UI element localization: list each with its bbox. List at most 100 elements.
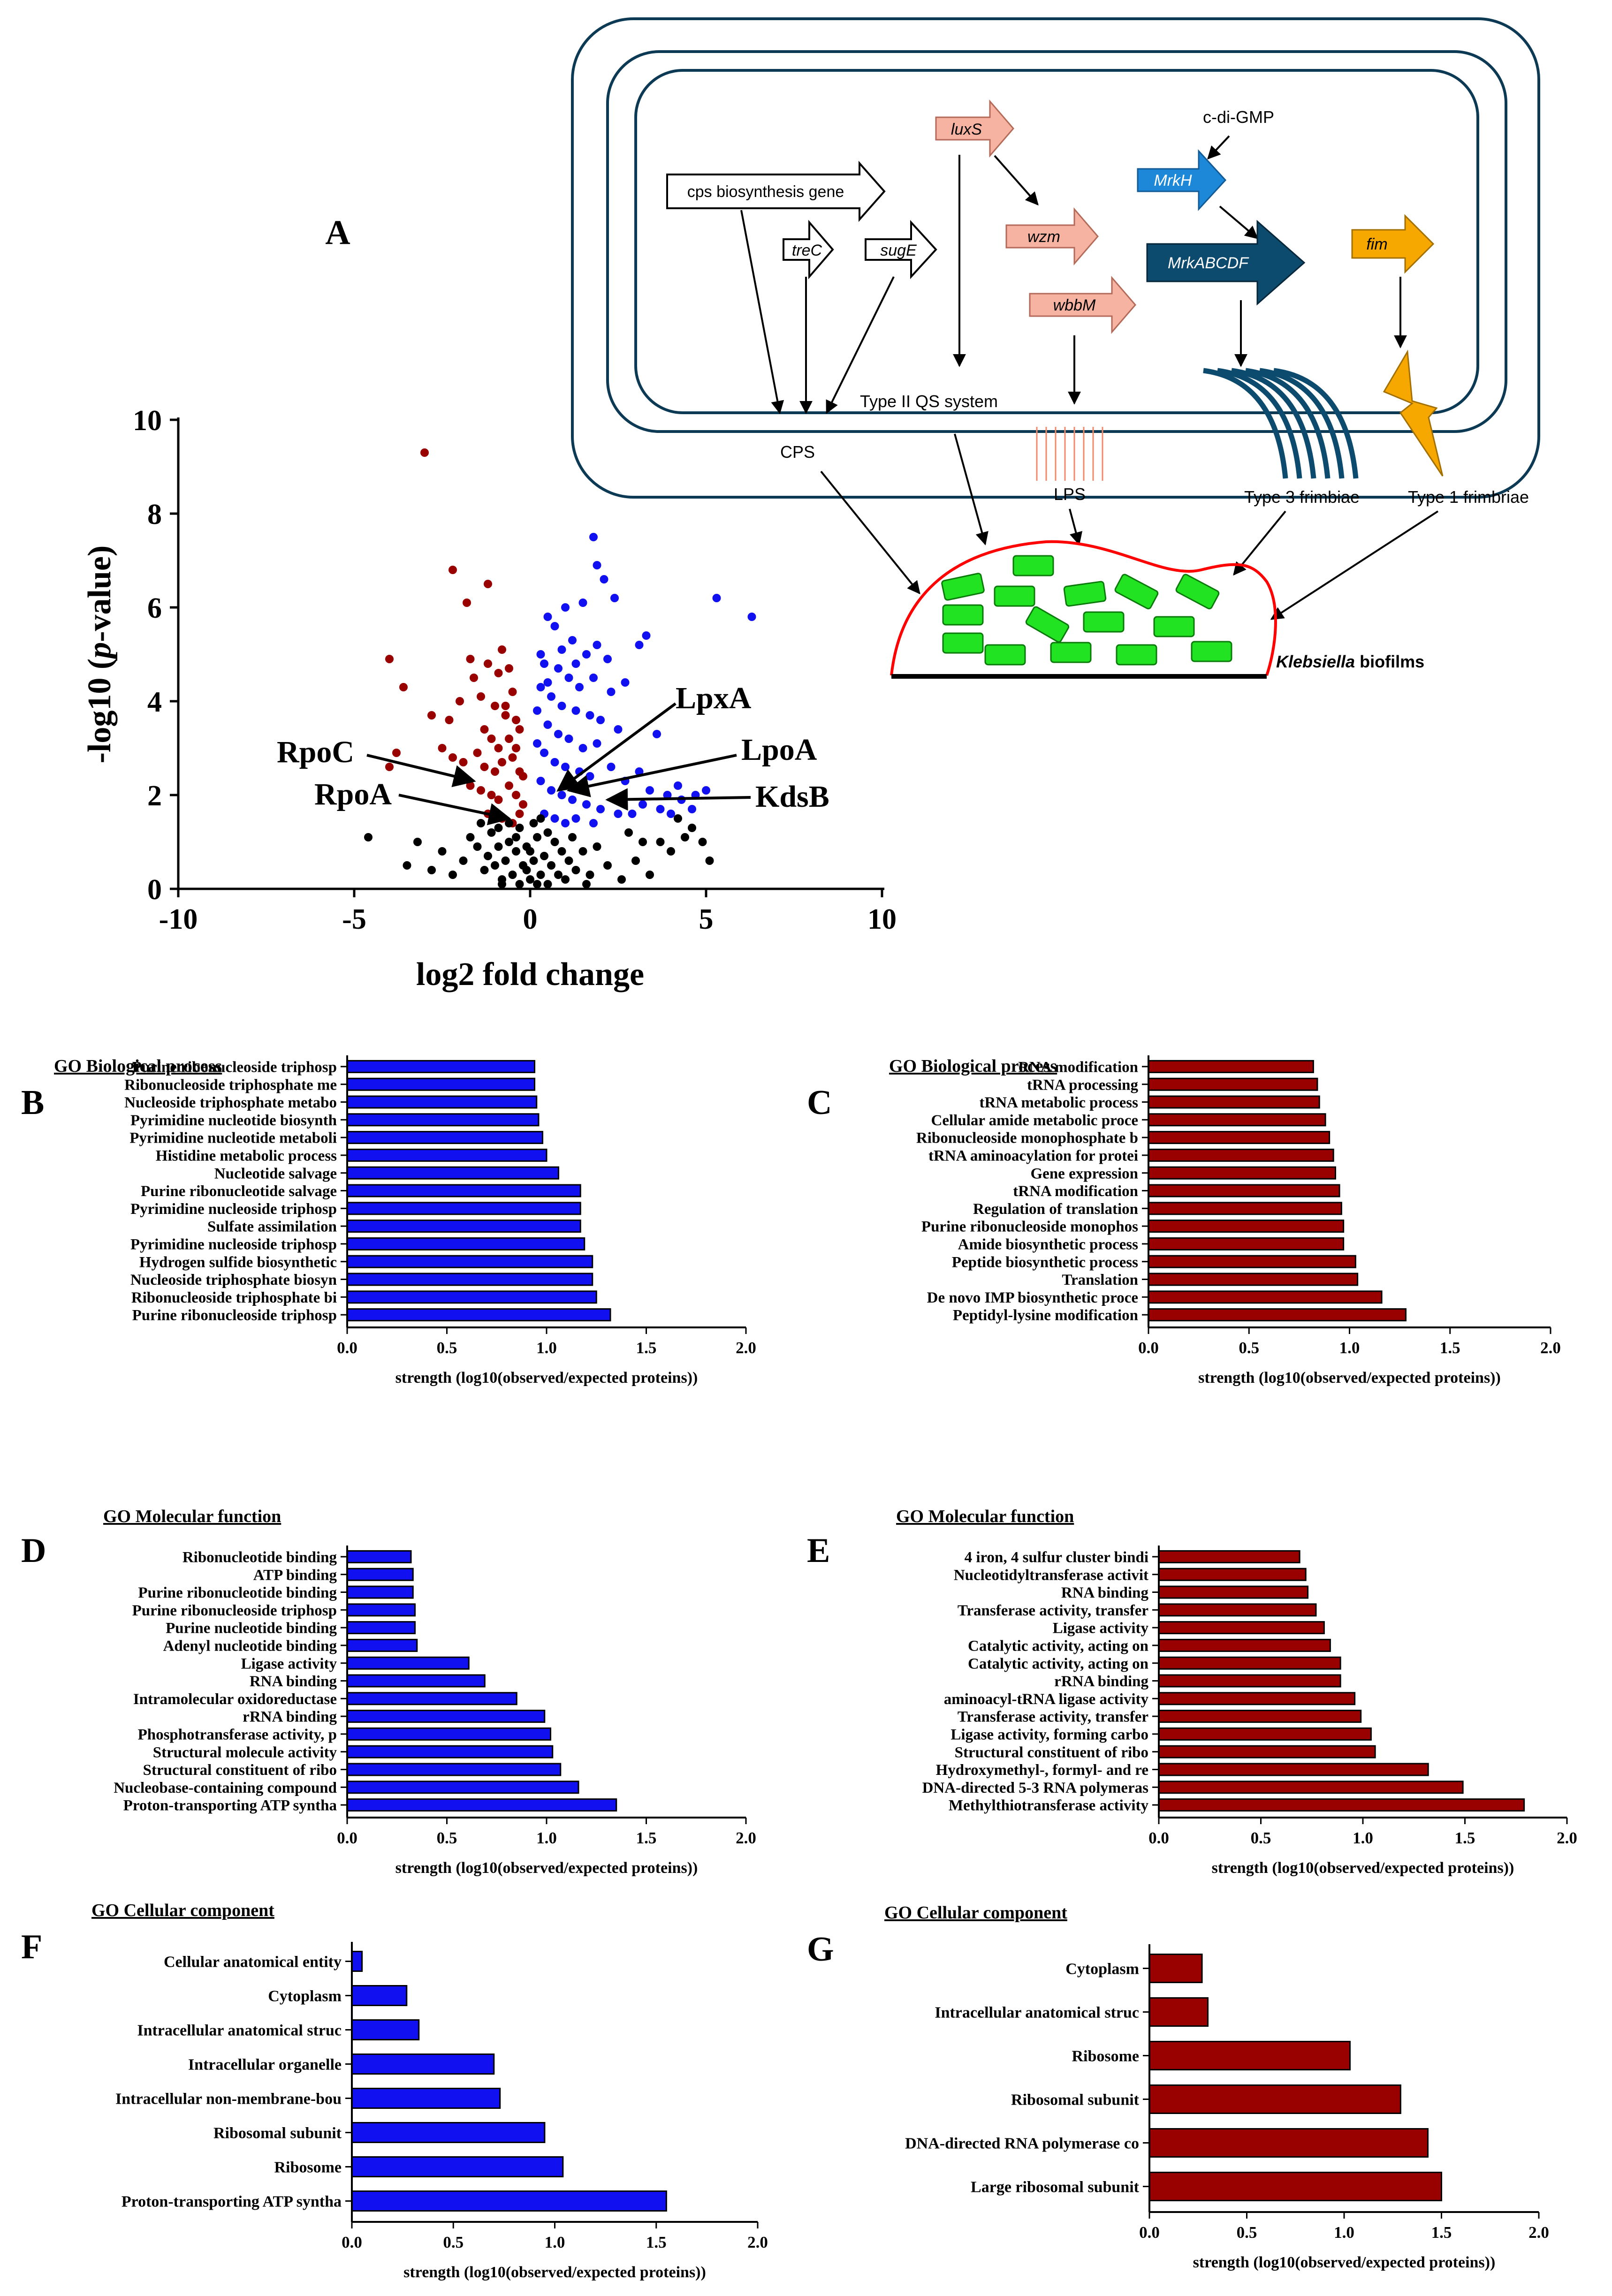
bar-title-f: GO Cellular component [91, 1901, 274, 1920]
bar-b [346, 1255, 593, 1268]
cps-gene-to-cps-arrow [740, 210, 784, 414]
bar-category-label: rRNA binding [243, 1709, 337, 1726]
bar-x-tick-label: 0.5 [437, 1829, 457, 1847]
bar-title-e: GO Molecular function [896, 1507, 1074, 1526]
bar-category-label: Nucleotidyltransferase activit [954, 1567, 1148, 1584]
type3-fimbriae-icon [1203, 368, 1359, 479]
volcano-point-upregulated [557, 645, 566, 654]
bar-x-tick-label: 0.0 [1138, 1339, 1159, 1357]
bar-c [1148, 1273, 1359, 1286]
bar-b [346, 1060, 535, 1073]
bar-c [1148, 1113, 1326, 1127]
volcano-y-tick-label: 0 [147, 874, 162, 906]
volcano-point-upregulated [550, 758, 559, 766]
bar-e [1158, 1621, 1325, 1635]
panel-d: D GO Molecular function Ribonucleotide bin… [21, 1507, 756, 1877]
biofilm-label: Klebsiella biofilms [1276, 652, 1424, 671]
volcano-point-not-significant [494, 842, 503, 851]
bar-category-label: Pyrimidine nucleoside triphosp [130, 1236, 337, 1253]
bar-c [1148, 1237, 1345, 1250]
type1-label: Type 1 frimbriae [1408, 487, 1529, 507]
biofilm-species: Klebsiella [1276, 652, 1355, 671]
bar-category-label: Ligase activity, forming carbo [950, 1726, 1148, 1743]
bar-category-label: Purine ribonucleoside triphosp [132, 1059, 337, 1076]
bar-x-tick-label: 1.0 [1339, 1339, 1360, 1357]
volcano-axes: 0 2 4 6 8 10 -10 -5 0 5 10 log2 fold change -log10 (… [82, 405, 897, 993]
volcano-point-downregulated [463, 599, 471, 607]
volcano-point-upregulated [571, 814, 580, 823]
volcano-point-upregulated [712, 594, 721, 602]
bar-d [346, 1798, 617, 1812]
bar-category-label: Purine ribonucleotide binding [138, 1584, 337, 1601]
bar-category-label: Purine ribonucleoside triphosp [132, 1602, 337, 1619]
panel-label-a: A [325, 213, 350, 252]
bar-b [346, 1220, 581, 1233]
bar-d [346, 1763, 562, 1776]
volcano-point-not-significant [536, 814, 545, 823]
volcano-point-downregulated [519, 772, 527, 780]
volcano-x-tick-label: -10 [159, 903, 198, 935]
bar-f [351, 1985, 408, 2006]
y-label-part1: -log10 ( [82, 659, 118, 764]
bar-category-label: tRNA aminoacylation for protei [928, 1147, 1138, 1164]
panel-g: G GO Cellular component Cytoplasm Intracell… [807, 1903, 1549, 2271]
bar-x-tick-label: 1.5 [1455, 1829, 1475, 1847]
bar-category-label: Transferase activity, transfer [958, 1709, 1148, 1726]
volcano-point-not-significant [529, 819, 538, 827]
bar-x-tick-label: 2.0 [1528, 2223, 1549, 2242]
panel-a: A 0 2 4 6 8 10 -10 -5 0 5 10 log2 fold change -log10… [82, 213, 897, 993]
luxs-arrow-shape [935, 99, 1014, 158]
volcano-x-tick-label: 10 [867, 903, 897, 935]
volcano-point-not-significant [515, 880, 524, 888]
mrkh-to-mrkabcdf-arrow [1219, 205, 1259, 239]
volcano-point-upregulated [603, 655, 612, 663]
bar-category-label: Ribonucleoside triphosphate me [124, 1076, 337, 1093]
bar-category-label: Ribonucleoside triphosphate bi [131, 1289, 337, 1306]
volcano-point-not-significant [413, 838, 422, 846]
volcano-point-not-significant [550, 838, 559, 846]
bar-category-label: Cellular amide metabolic proce [931, 1112, 1138, 1129]
mrkh-block: MrkH [1137, 149, 1227, 211]
bar-category-label: Translation [1062, 1272, 1138, 1288]
volcano-x-axis-label: log2 fold change [416, 956, 644, 993]
volcano-point-not-significant [403, 861, 411, 870]
bar-category-label: RNA modification [1018, 1059, 1138, 1076]
bar-x-tick-label: 1.5 [1440, 1339, 1460, 1357]
volcano-point-not-significant [543, 880, 552, 888]
trec-block: treC [783, 220, 834, 280]
volcano-point-upregulated [688, 805, 696, 813]
volcano-point-upregulated [561, 603, 570, 612]
type1-to-biofilm-arrow [1270, 510, 1439, 620]
volcano-point-upregulated [554, 664, 563, 673]
volcano-point-upregulated [564, 735, 573, 743]
volcano-point-downregulated [449, 566, 457, 574]
volcano-point-not-significant [639, 838, 647, 846]
annotation-arrow-lpxa [556, 702, 677, 792]
volcano-point-not-significant [512, 847, 520, 856]
volcano-point-downregulated [477, 692, 485, 701]
bar-category-label: Large ribosomal subunit [971, 2178, 1140, 2196]
bar-d [346, 1656, 470, 1670]
volcano-point-not-significant [698, 838, 707, 846]
volcano-point-not-significant [624, 828, 633, 837]
bar-e [1158, 1550, 1300, 1563]
volcano-point-upregulated [571, 706, 580, 715]
volcano-point-upregulated [561, 763, 570, 771]
y-label-italic: p [82, 642, 118, 661]
luxs-block: luxS [935, 99, 1014, 158]
bar-x-axis-label: strength (log10(observed/expected protei… [1193, 2254, 1496, 2271]
fim-arrow-shape [1351, 214, 1435, 274]
volcano-point-upregulated [674, 781, 682, 790]
wbbm-arrow-shape [1029, 275, 1136, 334]
volcano-point-not-significant [557, 847, 566, 856]
luxs-label: luxS [951, 121, 982, 138]
volcano-point-not-significant [561, 875, 570, 884]
volcano-point-upregulated [543, 720, 552, 729]
inner-membrane-2 [634, 69, 1479, 414]
volcano-point-downregulated [501, 702, 510, 710]
annotation-arrow-rpoc [366, 754, 476, 788]
bar-category-label: Peptidyl-lysine modification [953, 1307, 1138, 1324]
volcano-point-upregulated [642, 631, 651, 640]
type2-qs-label: Type II QS system [860, 392, 998, 411]
